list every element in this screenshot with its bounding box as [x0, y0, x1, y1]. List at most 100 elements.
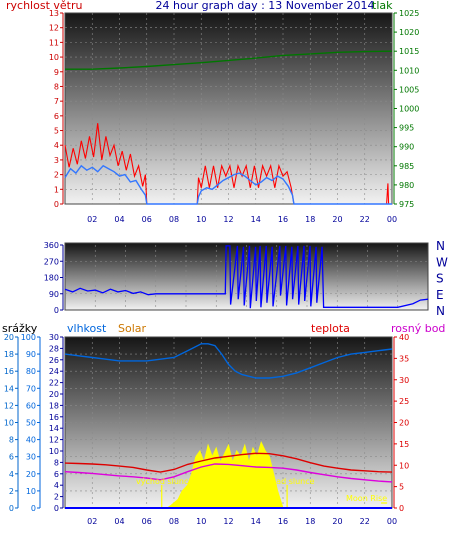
x-tick-label: 16	[278, 517, 288, 526]
wind-speed-axis-tick-label: 6	[54, 112, 59, 121]
temperature-axis-tick-label: 0	[399, 504, 404, 513]
wind-speed-axis-tick-label: 2	[54, 171, 59, 180]
wind-gust-series	[64, 123, 392, 205]
rain-axis-tick-label: 18	[4, 350, 14, 359]
humidity-axis-tick-label: 90	[26, 350, 36, 359]
pressure-axis-tick-label: 1020	[399, 28, 419, 37]
temperature-humidity-chart: 0246810121416182001020304050607080901000…	[4, 333, 409, 526]
rain-axis-tick-label: 10	[4, 419, 14, 428]
solar-axis-tick-label: 24	[49, 367, 59, 376]
wind-direction-series	[64, 245, 429, 309]
temperature-axis-tick-label: 25	[399, 397, 409, 406]
wind-speed-axis-tick-label: 0	[54, 200, 59, 209]
wind-speed-axis-tick-label: 7	[54, 97, 59, 106]
solar-axis-tick-label: 12	[49, 436, 59, 445]
temperature-axis-tick-label: 20	[399, 419, 409, 428]
x-tick-label: 06	[142, 215, 152, 224]
pressure-axis-tick-label: 1025	[399, 9, 419, 18]
temperature-axis-tick-label: 30	[399, 376, 409, 385]
pressure-axis-tick-label: 1010	[399, 66, 419, 75]
solar-axis-tick-label: 30	[49, 333, 59, 342]
wind-speed-axis-tick-label: 4	[54, 141, 59, 150]
solar-axis-tick-label: 28	[49, 344, 59, 353]
temperature-axis-tick-label: 15	[399, 440, 409, 449]
x-tick-label: 00	[387, 215, 397, 224]
compass-label: N	[436, 304, 445, 318]
x-tick-label: 08	[169, 215, 179, 224]
wind-speed-axis-title: rychlost větru	[6, 0, 82, 12]
x-tick-label: 16	[278, 215, 288, 224]
pressure-axis-tick-label: 1000	[399, 105, 419, 114]
wind-speed-axis-tick-label: 5	[54, 127, 59, 136]
sunrise-label: východ slunce	[136, 477, 193, 486]
solar-axis-tick-label: 14	[49, 424, 59, 433]
humidity-axis-tick-label: 70	[26, 384, 36, 393]
x-tick-label: 18	[305, 215, 315, 224]
x-tick-label: 02	[87, 517, 97, 526]
x-tick-label: 00	[387, 517, 397, 526]
temperature-axis-tick-label: 35	[399, 354, 409, 363]
wind-speed-series	[64, 164, 392, 205]
wind-speed-axis-tick-label: 3	[54, 156, 59, 165]
x-tick-label: 12	[223, 215, 233, 224]
pressure-axis-tick-label: 1015	[399, 47, 419, 56]
compass-label: N	[436, 239, 445, 253]
temperature-axis-title: teplota	[311, 322, 350, 335]
x-tick-label: 14	[251, 517, 261, 526]
humidity-series	[64, 343, 393, 379]
x-tick-label: 20	[332, 215, 342, 224]
solar-axis-tick-label: 16	[49, 413, 59, 422]
x-tick-label: 12	[223, 517, 233, 526]
dewpoint-axis-title: rosný bod	[391, 322, 445, 335]
wind-speed-axis-tick-label: 12	[49, 24, 59, 33]
direction-axis-tick-label: 270	[44, 257, 59, 266]
x-tick-label: 20	[332, 517, 342, 526]
solar-axis-tick-label: 0	[54, 504, 59, 513]
x-tick-label: 04	[114, 215, 124, 224]
solar-axis-tick-label: 26	[49, 356, 59, 365]
temperature-axis-tick-label: 10	[399, 461, 409, 470]
humidity-axis-tick-label: 50	[26, 419, 36, 428]
solar-axis-tick-label: 4	[54, 481, 59, 490]
rain-axis-tick-label: 16	[4, 367, 14, 376]
pressure-axis-tick-label: 995	[399, 124, 414, 133]
pressure-axis-tick-label: 975	[399, 200, 414, 209]
x-tick-label: 14	[251, 215, 261, 224]
rain-axis-title: srážky	[2, 322, 38, 335]
humidity-axis-tick-label: 10	[26, 487, 36, 496]
temperature-axis-tick-label: 5	[399, 483, 404, 492]
wind-speed-axis-tick-label: 9	[54, 68, 59, 77]
x-tick-label: 22	[360, 215, 370, 224]
pressure-axis-tick-label: 990	[399, 143, 414, 152]
solar-axis-tick-label: 20	[49, 390, 59, 399]
dewpoint-series	[64, 463, 393, 483]
temperature-series	[64, 452, 393, 473]
rain-axis-tick-label: 20	[4, 333, 14, 342]
pressure-axis-tick-label: 1005	[399, 85, 419, 94]
solar-axis-tick-label: 22	[49, 379, 59, 388]
pressure-axis-title: tlak	[372, 0, 393, 12]
x-tick-label: 10	[196, 215, 206, 224]
humidity-axis-tick-label: 20	[26, 470, 36, 479]
x-tick-label: 06	[142, 517, 152, 526]
humidity-axis-tick-label: 60	[26, 401, 36, 410]
pressure-series	[65, 50, 393, 70]
wind-speed-axis-tick-label: 10	[49, 53, 59, 62]
wind-speed-axis-tick-label: 13	[49, 9, 59, 18]
solar-axis-tick-label: 8	[54, 458, 59, 467]
rain-axis-tick-label: 2	[9, 487, 14, 496]
solar-axis-tick-label: 10	[49, 447, 59, 456]
temperature-axis-tick-label: 40	[399, 333, 409, 342]
compass-label: E	[436, 288, 444, 302]
pressure-axis-tick-label: 985	[399, 162, 414, 171]
moonrise-label: Moon Rise	[346, 494, 387, 503]
direction-axis-tick-label: 180	[44, 274, 59, 283]
direction-axis-tick-label: 360	[44, 241, 59, 250]
wind-speed-axis-tick-label: 8	[54, 82, 59, 91]
x-tick-label: 18	[305, 517, 315, 526]
compass-label: W	[436, 255, 448, 269]
solar-axis-title: Solar	[118, 322, 147, 335]
direction-axis-tick-label: 0	[54, 306, 59, 315]
sunset-label: západ slunce	[262, 477, 315, 486]
